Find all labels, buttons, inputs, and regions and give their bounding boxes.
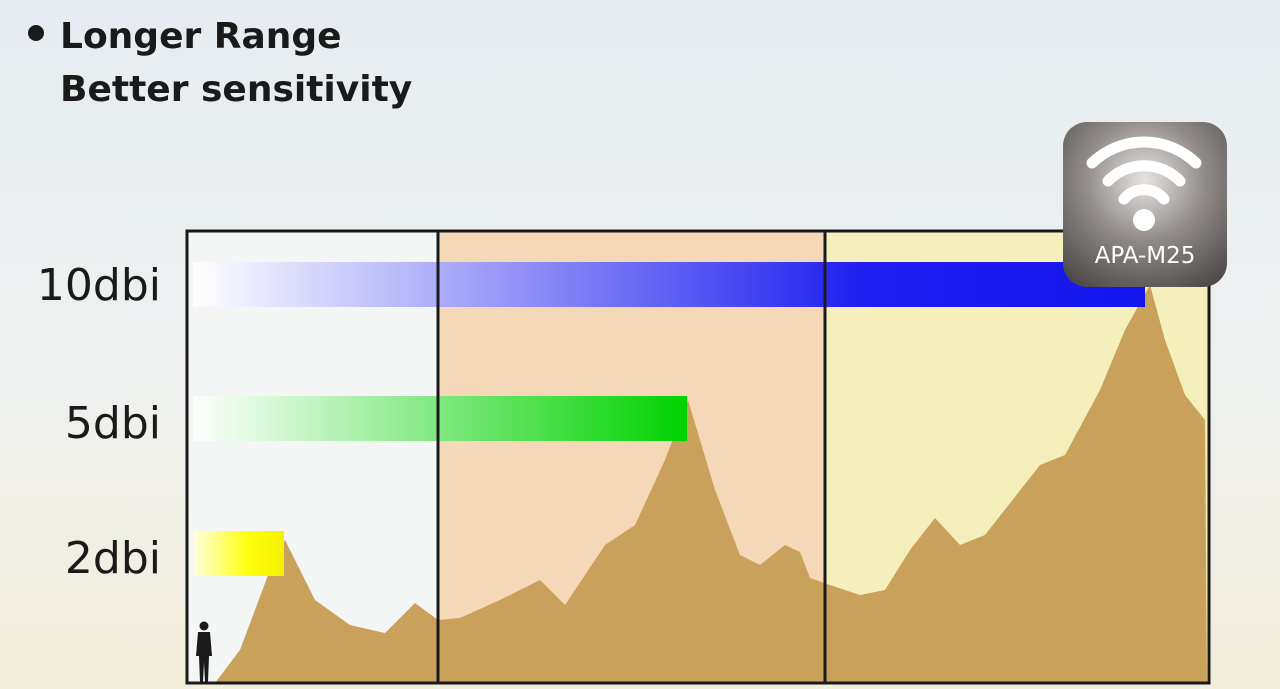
row-label: 2dbi: [65, 533, 161, 584]
range-bar-5dbi: [193, 396, 687, 441]
person: [196, 621, 212, 682]
bullet: [28, 25, 44, 41]
frame: [185, 229, 1211, 685]
range-bar-2dbi: [193, 531, 284, 576]
row-label: 10dbi: [37, 260, 161, 311]
title: Longer Range: [60, 16, 342, 57]
subtitle: Better sensitivity: [60, 69, 412, 110]
mountains: [215, 285, 1207, 683]
product-badge: APA-M25: [1063, 122, 1227, 287]
badge-label: APA-M25: [1095, 243, 1196, 269]
row-label: 5dbi: [65, 398, 161, 449]
range-bar-10dbi: [193, 262, 1145, 307]
